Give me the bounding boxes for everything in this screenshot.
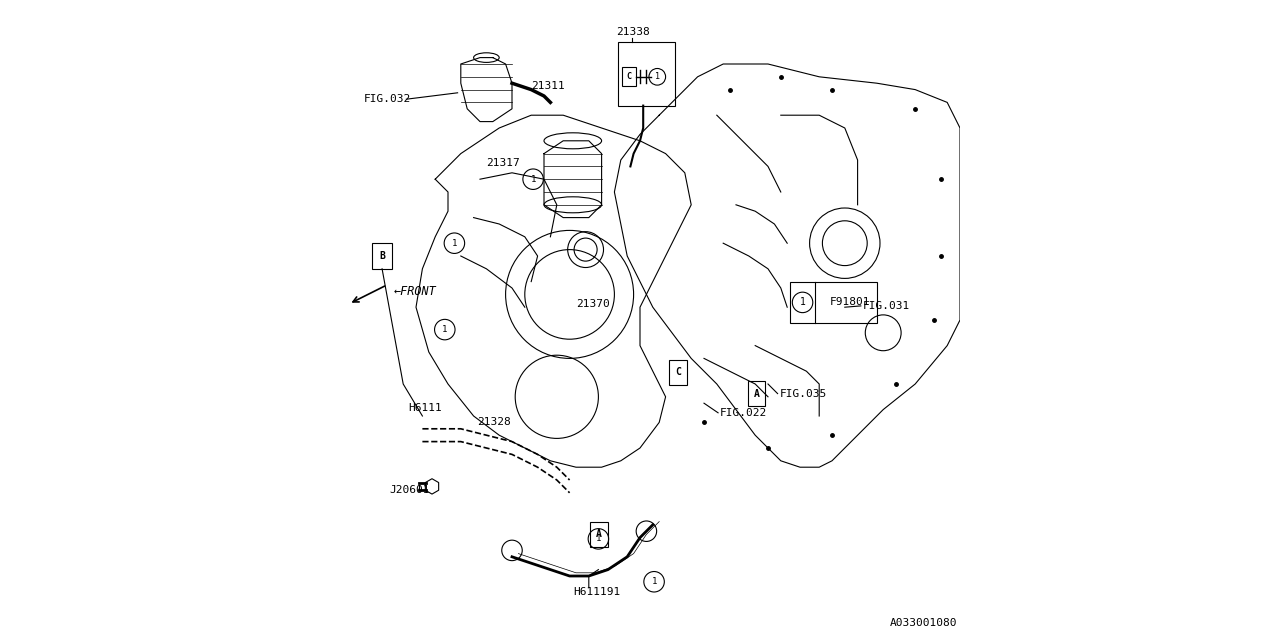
Text: 21328: 21328 (477, 417, 511, 428)
Text: FIG.031: FIG.031 (863, 301, 910, 311)
Text: 1: 1 (655, 72, 659, 81)
Text: H6111: H6111 (408, 403, 442, 413)
Bar (590, 522, 608, 547)
Text: C: C (627, 72, 631, 81)
Text: A033001080: A033001080 (890, 618, 957, 628)
Bar (791, 282, 877, 323)
Text: 1: 1 (442, 325, 448, 334)
Text: A: A (596, 529, 602, 540)
Text: FIG.035: FIG.035 (780, 388, 827, 399)
Text: 21338: 21338 (617, 27, 650, 37)
Bar (669, 360, 687, 385)
Bar (622, 67, 636, 86)
Bar (748, 381, 765, 406)
Text: 21370: 21370 (576, 299, 609, 309)
Text: ←FRONT: ←FRONT (394, 285, 436, 298)
Text: C: C (676, 367, 681, 378)
Text: 1: 1 (595, 534, 602, 543)
Text: F91801: F91801 (829, 298, 870, 307)
Text: 1: 1 (800, 298, 805, 307)
Text: J20601: J20601 (389, 484, 430, 495)
Text: B: B (379, 251, 385, 261)
Text: H611191: H611191 (573, 587, 620, 597)
Text: 1: 1 (530, 175, 536, 184)
Text: 21311: 21311 (531, 81, 564, 92)
Text: FIG.032: FIG.032 (364, 94, 411, 104)
Text: 21317: 21317 (486, 158, 520, 168)
Text: 1: 1 (452, 239, 457, 248)
Text: A: A (754, 388, 759, 399)
Text: FIG.022: FIG.022 (719, 408, 767, 418)
Bar (618, 42, 676, 106)
Text: 1: 1 (652, 577, 657, 586)
Bar (372, 243, 392, 269)
